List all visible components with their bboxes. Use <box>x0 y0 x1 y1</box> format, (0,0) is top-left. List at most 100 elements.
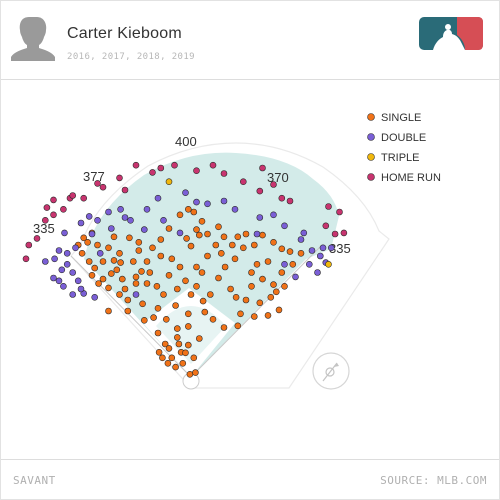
hit-dot-single <box>159 354 166 362</box>
hit-dot-single <box>116 291 123 298</box>
hit-dot-single <box>85 258 93 265</box>
hit-dot-double <box>72 244 79 252</box>
distance-label-right-center: 370 <box>267 170 289 185</box>
pitchers-mound-area <box>156 306 226 364</box>
hit-dot-single <box>234 233 242 241</box>
hit-dot-home-run <box>149 169 156 176</box>
hit-dot-single <box>124 307 132 315</box>
hit-dot-home-run <box>256 187 264 195</box>
hit-dot-single <box>220 324 228 331</box>
hit-dot-single <box>259 231 266 239</box>
hit-dot-single <box>253 261 261 268</box>
hit-dot-single <box>154 329 162 337</box>
hit-dot-double <box>117 206 124 213</box>
hit-dot-single <box>91 264 98 272</box>
hit-dot-double <box>314 269 321 276</box>
hit-dot-single <box>84 239 91 246</box>
hit-dot-single <box>117 259 124 266</box>
legend-swatch-triple <box>367 153 375 161</box>
hit-dot-single <box>150 314 157 321</box>
hit-dot-single <box>256 299 264 307</box>
hit-dot-single <box>297 250 305 257</box>
hit-dot-single <box>234 322 242 330</box>
hit-dot-single <box>168 255 176 263</box>
hit-dot-single <box>176 263 184 271</box>
hit-dot-single <box>196 335 203 342</box>
hit-dot-single <box>105 244 112 252</box>
hit-dot-single <box>135 247 143 254</box>
hit-dot-double <box>256 214 264 221</box>
hit-dot-single <box>207 291 214 298</box>
hit-dot-double <box>58 266 66 274</box>
hit-dot-single <box>209 316 217 323</box>
legend-swatch-double <box>367 133 375 141</box>
hit-dot-double <box>69 291 76 298</box>
hit-dot-single <box>130 258 137 265</box>
hit-dot-single <box>161 340 169 348</box>
hit-dot-single <box>270 239 277 246</box>
hit-dot-single <box>168 354 176 362</box>
player-name: Carter Kieboom <box>67 25 182 42</box>
hit-dot-double <box>193 198 200 206</box>
hit-dot-single <box>278 245 286 253</box>
hit-dot-double <box>281 261 288 268</box>
hit-dot-single <box>212 241 220 249</box>
hit-dot-single <box>248 269 255 276</box>
hit-dot-single <box>113 266 121 274</box>
hit-dot-home-run <box>336 208 343 216</box>
hit-dot-home-run <box>132 161 140 169</box>
hit-dot-single <box>165 345 173 352</box>
hit-dot-single <box>221 263 229 271</box>
season-list: 2016, 2017, 2018, 2019 <box>67 52 196 62</box>
hit-dot-single <box>198 218 206 225</box>
hit-dot-single <box>193 226 200 233</box>
hit-dot-single <box>186 370 194 378</box>
distance-label-right-line: 335 <box>329 241 351 256</box>
hit-dot-home-run <box>80 194 87 202</box>
legend-swatch-single <box>367 113 375 121</box>
hit-dot-single <box>110 233 118 241</box>
hit-dot-double <box>96 250 104 257</box>
hit-dot-single <box>204 230 211 238</box>
hit-dot-single <box>95 280 102 287</box>
hit-dot-single <box>190 354 198 362</box>
hit-dot-single <box>179 359 187 367</box>
hit-dot-single <box>157 236 165 243</box>
hit-dot-single <box>174 334 181 341</box>
legend-label-home-run: HOME RUN <box>381 172 441 184</box>
hit-dot-home-run <box>220 170 228 177</box>
hit-dot-single <box>174 325 181 332</box>
hit-dot-home-run <box>94 180 101 187</box>
hit-dot-single <box>172 363 179 371</box>
hit-dot-single <box>264 312 272 319</box>
hit-dot-single <box>232 294 240 301</box>
chart-legend: SINGLE DOUBLE TRIPLE HOME RUN <box>367 112 441 184</box>
hit-dot-double <box>41 258 49 265</box>
hit-dot-single <box>237 310 244 318</box>
hit-dot-home-run <box>50 196 57 204</box>
hit-dot-home-run <box>121 186 129 194</box>
hit-dot-double <box>55 247 63 254</box>
legend-item-double: DOUBLE <box>367 132 426 144</box>
legend-label-double: DOUBLE <box>381 132 426 144</box>
hit-dot-single <box>175 340 183 348</box>
hit-dot-double <box>176 229 184 237</box>
hit-dot-single <box>193 283 200 290</box>
compass-icon <box>312 352 350 390</box>
hit-dot-double <box>305 261 313 268</box>
right-field-foul-line <box>190 245 322 378</box>
hit-dot-single <box>143 258 151 265</box>
hit-dot-single <box>240 244 247 252</box>
hit-dot-home-run <box>270 181 277 188</box>
hit-dot-home-run <box>157 164 165 172</box>
hit-dot-single <box>141 317 148 324</box>
hit-dot-home-run <box>240 178 247 185</box>
hit-dot-single <box>124 296 132 304</box>
hit-dot-single <box>143 280 151 287</box>
hit-dot-double <box>327 244 335 252</box>
hit-dot-double <box>77 285 85 293</box>
legend-swatch-home-run <box>367 173 375 181</box>
hit-dot-single <box>182 277 189 285</box>
distance-label-left-line: 335 <box>33 221 55 236</box>
legend-label-single: SINGLE <box>381 112 421 124</box>
